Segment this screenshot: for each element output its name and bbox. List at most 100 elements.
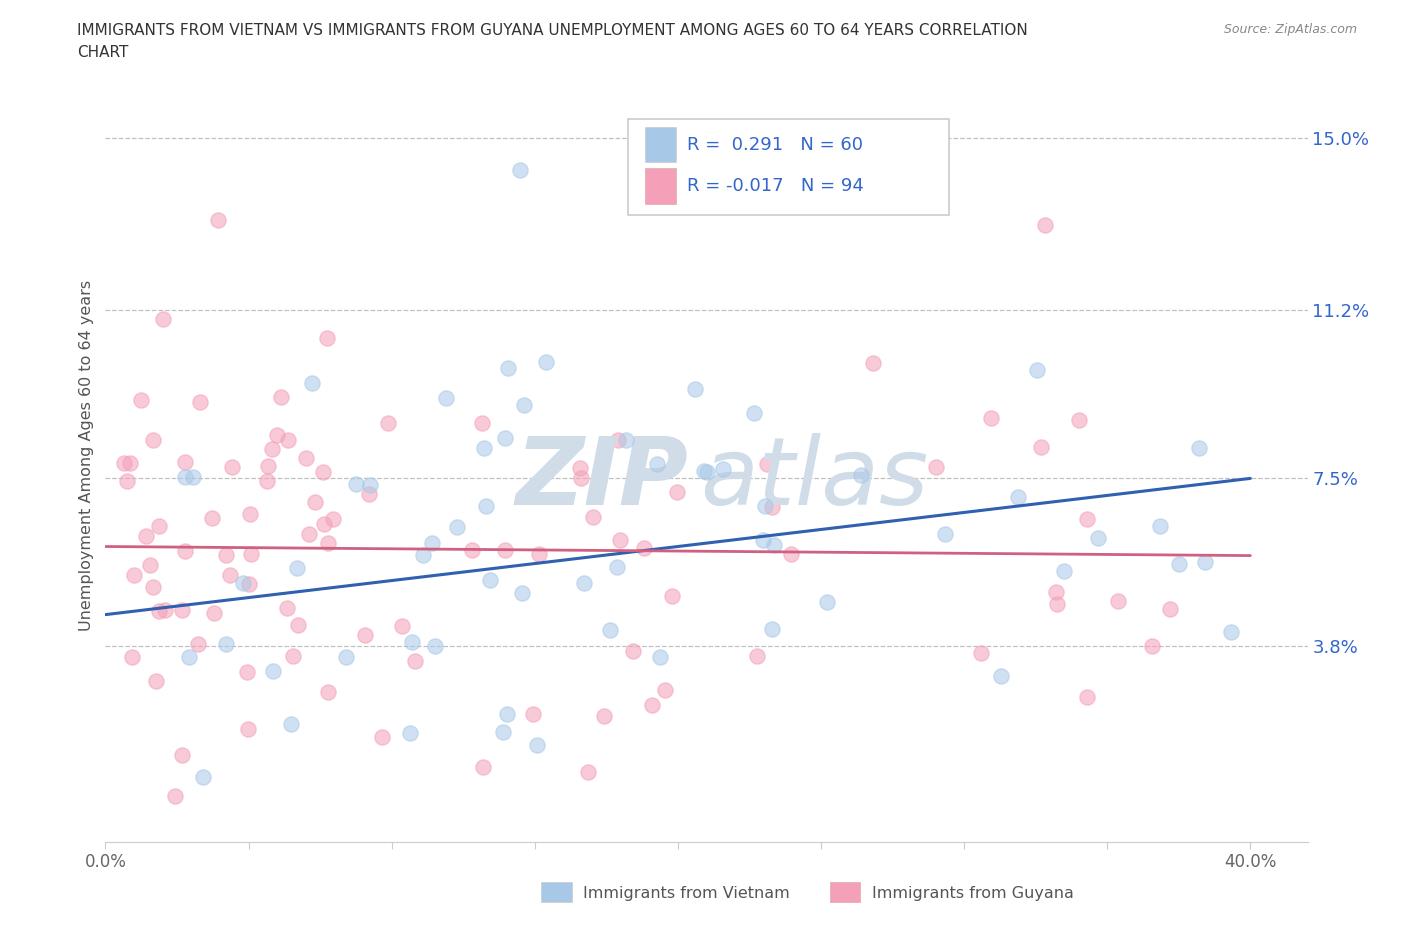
Y-axis label: Unemployment Among Ages 60 to 64 years: Unemployment Among Ages 60 to 64 years [79, 280, 94, 631]
Point [572, 576, 595, 591]
Point [599, 622, 621, 637]
Point [1087, 531, 1109, 546]
Point [174, 455, 197, 470]
Point [526, 737, 548, 752]
Point [404, 654, 426, 669]
Point [461, 543, 484, 558]
Point [763, 538, 786, 552]
Point [1187, 441, 1209, 456]
Point [257, 458, 280, 473]
Point [1007, 489, 1029, 504]
Point [316, 684, 339, 699]
Point [641, 698, 664, 712]
Point [990, 668, 1012, 683]
Point [1053, 564, 1076, 578]
Point [756, 456, 779, 471]
Point [359, 486, 381, 501]
Point [344, 477, 367, 492]
Point [471, 416, 494, 431]
Point [569, 471, 592, 485]
Point [496, 707, 519, 722]
Point [238, 722, 260, 737]
Point [980, 410, 1002, 425]
Point [294, 451, 316, 466]
Point [266, 428, 288, 443]
Point [172, 603, 194, 618]
Point [142, 433, 165, 448]
Point [256, 473, 278, 488]
Point [849, 468, 872, 483]
Point [112, 456, 135, 471]
Point [276, 601, 298, 616]
Point [152, 312, 174, 326]
Point [148, 518, 170, 533]
Point [316, 330, 339, 345]
Point [172, 748, 194, 763]
Point [238, 577, 260, 591]
Point [420, 535, 443, 550]
Point [606, 432, 628, 447]
Point [399, 726, 422, 741]
Point [780, 546, 803, 561]
Point [1194, 554, 1216, 569]
Point [191, 769, 214, 784]
Point [472, 441, 495, 456]
Point [201, 511, 224, 525]
Point [742, 405, 765, 420]
Point [262, 664, 284, 679]
Text: IMMIGRANTS FROM VIETNAM VS IMMIGRANTS FROM GUYANA UNEMPLOYMENT AMONG AGES 60 TO : IMMIGRANTS FROM VIETNAM VS IMMIGRANTS FR… [77, 23, 1028, 38]
Text: R = -0.017   N = 94: R = -0.017 N = 94 [688, 177, 863, 195]
Point [1069, 412, 1091, 427]
Point [221, 459, 243, 474]
Point [1142, 639, 1164, 654]
Point [145, 674, 167, 689]
Point [510, 586, 533, 601]
Point [412, 548, 434, 563]
Point [285, 560, 308, 575]
Point [423, 638, 446, 653]
Point [761, 499, 783, 514]
Point [377, 415, 399, 430]
Point [648, 649, 671, 664]
Point [129, 392, 152, 407]
Point [970, 646, 993, 661]
Text: R =  0.291   N = 60: R = 0.291 N = 60 [688, 136, 863, 153]
Point [527, 546, 550, 561]
Point [239, 507, 262, 522]
Text: Source: ZipAtlas.com: Source: ZipAtlas.com [1223, 23, 1357, 36]
Point [1025, 362, 1047, 377]
Point [118, 456, 141, 471]
Point [165, 789, 187, 804]
Text: Immigrants from Vietnam: Immigrants from Vietnam [583, 886, 790, 901]
Point [479, 573, 502, 588]
Point [475, 498, 498, 513]
Point [283, 648, 305, 663]
Point [436, 391, 458, 405]
Point [177, 650, 200, 665]
Point [207, 212, 229, 227]
Point [322, 512, 344, 527]
Point [522, 707, 544, 722]
Point [312, 516, 335, 531]
Point [115, 473, 138, 488]
Point [287, 618, 309, 632]
Point [240, 546, 263, 561]
Point [335, 649, 357, 664]
Point [236, 664, 259, 679]
Point [260, 441, 283, 456]
Point [122, 567, 145, 582]
Point [270, 390, 292, 405]
Point [1159, 602, 1181, 617]
Point [1107, 593, 1129, 608]
Point [494, 430, 516, 445]
Point [202, 605, 225, 620]
Point [298, 526, 321, 541]
Point [138, 558, 160, 573]
Point [312, 464, 335, 479]
Point [301, 376, 323, 391]
Point [472, 760, 495, 775]
Point [633, 541, 655, 556]
Point [696, 465, 718, 480]
Point [219, 567, 242, 582]
Point [354, 628, 377, 643]
